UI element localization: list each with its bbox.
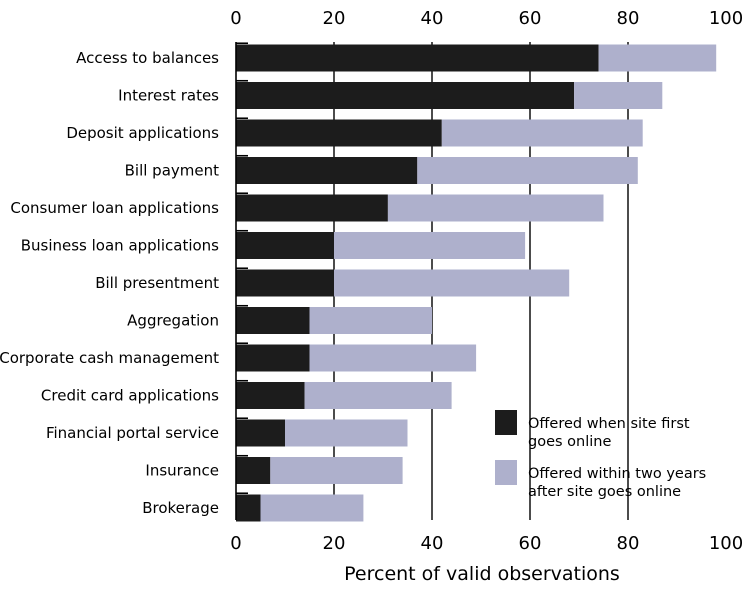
legend-label-offered-within-line1: Offered within two years bbox=[528, 466, 706, 482]
bar-offered-first-8 bbox=[236, 344, 310, 372]
bar-offered-within-two-years-4 bbox=[387, 194, 604, 222]
x-tick-label-bottom: 40 bbox=[421, 533, 444, 554]
category-label: Business loan applications bbox=[21, 237, 219, 255]
legend-label-offered-first-line1: Offered when site first bbox=[528, 416, 690, 432]
bar-offered-within-two-years-11 bbox=[270, 457, 403, 484]
bar-offered-first-12 bbox=[236, 494, 261, 522]
legend: Offered when site first goes online Offe… bbox=[495, 410, 706, 500]
bar-offered-within-two-years-7 bbox=[309, 307, 432, 334]
legend-swatch-offered-first bbox=[495, 410, 517, 435]
x-tick-label-top: 0 bbox=[230, 8, 241, 29]
category-label: Access to balances bbox=[76, 49, 219, 67]
category-label: Deposit applications bbox=[66, 124, 219, 142]
bar-offered-first-10 bbox=[236, 419, 285, 447]
category-label: Credit card applications bbox=[41, 387, 219, 405]
legend-label-offered-within-line2: after site goes online bbox=[528, 484, 681, 500]
bar-offered-within-two-years-0 bbox=[598, 44, 717, 72]
bar-offered-within-two-years-10 bbox=[285, 419, 408, 447]
legend-label-offered-first-line2: goes online bbox=[528, 434, 611, 450]
x-tick-label-bottom: 0 bbox=[230, 533, 241, 554]
category-label: Bill presentment bbox=[95, 274, 219, 292]
labels-layer: Access to balances Interest rates Deposit … bbox=[0, 8, 743, 554]
bar-offered-within-two-years-5 bbox=[334, 232, 526, 259]
category-label: Corporate cash management bbox=[0, 349, 219, 367]
bar-offered-within-two-years-6 bbox=[334, 269, 570, 297]
bar-offered-within-two-years-1 bbox=[574, 82, 663, 109]
x-tick-label-top: 20 bbox=[323, 8, 346, 29]
bar-offered-first-1 bbox=[236, 82, 575, 109]
bar-offered-within-two-years-2 bbox=[441, 119, 643, 147]
bar-offered-first-6 bbox=[236, 269, 334, 297]
bar-offered-first-4 bbox=[236, 194, 388, 222]
x-tick-label-top: 100 bbox=[709, 8, 743, 29]
x-tick-label-bottom: 20 bbox=[323, 533, 346, 554]
bar-offered-within-two-years-12 bbox=[260, 494, 364, 522]
category-label: Bill payment bbox=[125, 162, 219, 180]
x-tick-label-bottom: 100 bbox=[709, 533, 743, 554]
bar-offered-first-5 bbox=[236, 232, 334, 259]
bar-offered-first-0 bbox=[236, 44, 599, 72]
bar-offered-first-11 bbox=[236, 457, 271, 484]
category-label: Aggregation bbox=[127, 312, 219, 330]
category-label: Interest rates bbox=[118, 87, 219, 105]
category-label: Insurance bbox=[145, 462, 219, 480]
bar-offered-within-two-years-8 bbox=[309, 344, 477, 372]
bar-offered-within-two-years-9 bbox=[304, 382, 452, 409]
category-label: Financial portal service bbox=[46, 424, 219, 442]
x-tick-label-top: 40 bbox=[421, 8, 444, 29]
x-tick-label-top: 80 bbox=[617, 8, 640, 29]
x-tick-label-bottom: 80 bbox=[617, 533, 640, 554]
category-label: Consumer loan applications bbox=[10, 199, 219, 217]
bar-offered-within-two-years-3 bbox=[417, 157, 638, 184]
bar-offered-first-9 bbox=[236, 382, 305, 409]
bar-offered-first-7 bbox=[236, 307, 310, 334]
bars-layer bbox=[236, 44, 717, 522]
bar-offered-first-3 bbox=[236, 157, 418, 184]
legend-swatch-offered-within-two-years bbox=[495, 460, 517, 485]
x-tick-label-bottom: 60 bbox=[519, 533, 542, 554]
axes-layer bbox=[235, 42, 248, 520]
category-label: Brokerage bbox=[142, 499, 219, 517]
x-tick-label-top: 60 bbox=[519, 8, 542, 29]
bar-offered-first-2 bbox=[236, 119, 442, 147]
x-axis-title: Percent of valid observations bbox=[344, 563, 620, 585]
